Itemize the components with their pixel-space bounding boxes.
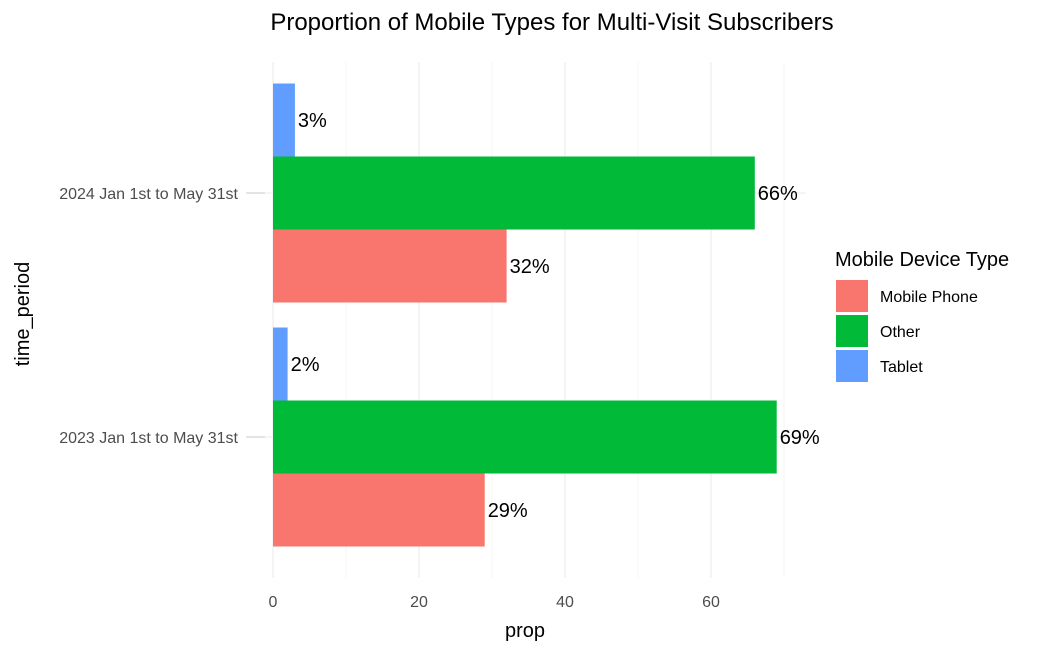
- legend-label: Other: [880, 324, 921, 341]
- bars: [273, 83, 777, 547]
- x-tick-label: 60: [702, 594, 720, 611]
- data-label: 3%: [298, 110, 327, 132]
- x-axis: 0 20 40 60: [269, 594, 720, 611]
- y-axis-title: time_period: [12, 262, 34, 367]
- chart-title: Proportion of Mobile Types for Multi-Vis…: [270, 9, 833, 36]
- y-axis: 2023 Jan 1st to May 31st 2024 Jan 1st to …: [59, 186, 265, 447]
- data-label: 69%: [780, 427, 820, 449]
- legend-label: Tablet: [880, 359, 923, 376]
- bar: [273, 327, 288, 401]
- legend-key: [836, 350, 868, 382]
- bar: [273, 156, 755, 230]
- y-tick-label: 2024 Jan 1st to May 31st: [59, 186, 238, 203]
- legend-title: Mobile Device Type: [835, 249, 1009, 271]
- bar: [273, 473, 485, 547]
- data-label: 32%: [510, 256, 550, 278]
- legend-key: [836, 315, 868, 347]
- x-tick-label: 40: [556, 594, 574, 611]
- legend-label: Mobile Phone: [880, 289, 978, 306]
- data-label: 2%: [291, 354, 320, 376]
- legend-key: [836, 280, 868, 312]
- y-tick-label: 2023 Jan 1st to May 31st: [59, 430, 238, 447]
- bar: [273, 400, 777, 474]
- x-tick-label: 20: [410, 594, 428, 611]
- legend: Mobile Device Type Mobile Phone Other Tabl…: [835, 249, 1009, 382]
- bar: [273, 83, 295, 157]
- x-axis-title: prop: [505, 620, 545, 642]
- x-tick-label: 0: [269, 594, 278, 611]
- data-labels: 29% 69% 2% 32% 66% 3%: [291, 110, 820, 522]
- bar: [273, 229, 507, 303]
- data-label: 66%: [758, 183, 798, 205]
- data-label: 29%: [488, 500, 528, 522]
